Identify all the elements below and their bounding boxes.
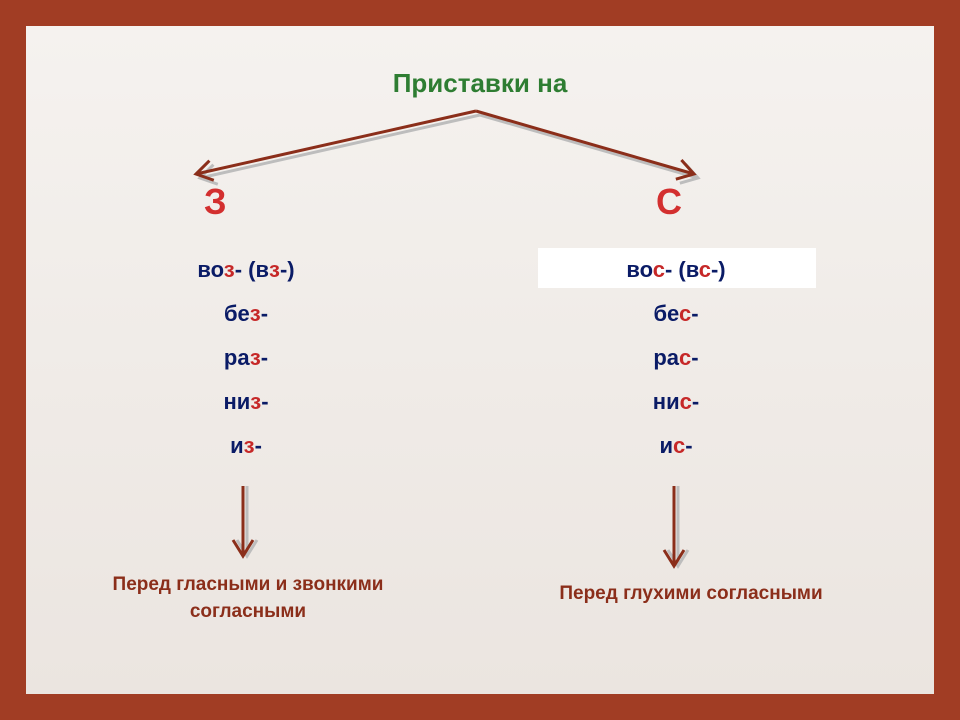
prefix-item: рас- <box>566 336 786 380</box>
prefix-item: без- <box>136 292 356 336</box>
prefix-item: бес- <box>566 292 786 336</box>
prefix-item: низ- <box>136 380 356 424</box>
prefix-item: вос- (вс-) <box>566 248 786 292</box>
prefix-item: раз- <box>136 336 356 380</box>
prefix-item: ис- <box>566 424 786 468</box>
prefix-list-z: воз- (вз-)без-раз-низ-из- <box>136 248 356 468</box>
rule-label-s: Перед глухими согласными <box>531 581 851 608</box>
prefix-item: воз- (вз-) <box>136 248 356 292</box>
prefix-item: из- <box>136 424 356 468</box>
branch-header-s: С <box>656 181 682 223</box>
outer-frame: Приставки на З С воз- (вз-)без-раз-низ-и… <box>0 0 960 720</box>
slide-title: Приставки на <box>393 68 568 99</box>
prefix-item: нис- <box>566 380 786 424</box>
prefix-list-s: вос- (вс-)бес-рас-нис-ис- <box>566 248 786 468</box>
rule-label-z: Перед гласными и звонкими согласными <box>98 572 398 625</box>
slide-area: Приставки на З С воз- (вз-)без-раз-низ-и… <box>26 26 934 694</box>
branch-header-z: З <box>204 181 227 223</box>
